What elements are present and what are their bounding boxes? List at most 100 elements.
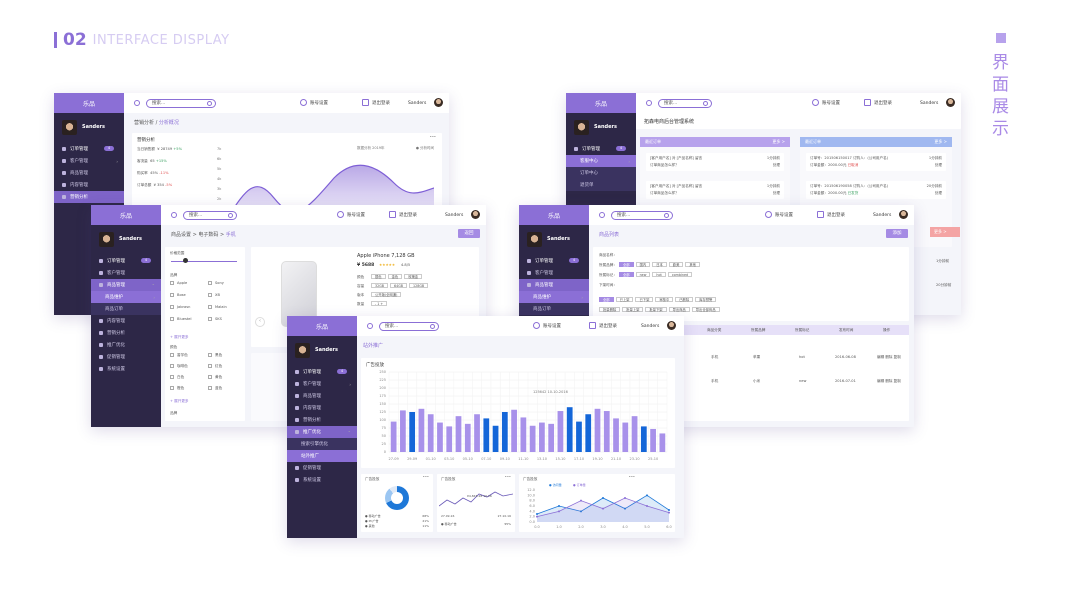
menu-icon[interactable] [171, 212, 177, 218]
sidebar-item-returns[interactable]: 退货单 [566, 179, 636, 191]
account-settings-button[interactable]: 账号设置 [812, 99, 840, 106]
account-settings-button[interactable]: 账号设置 [765, 211, 793, 218]
sidebar-item-maintenance[interactable]: 商品维护 › [91, 291, 161, 303]
sidebar-item-promotion[interactable]: 推广优化 ⌃ [287, 426, 357, 438]
sidebar-item-product-orders[interactable]: 商品订单 [519, 303, 589, 315]
filter-tag[interactable]: 国内 [635, 262, 651, 267]
sidebar-item-system[interactable]: 系统设置 [91, 363, 161, 375]
account-settings-button[interactable]: 账号设置 [300, 99, 328, 106]
search-input[interactable]: 搜索... [611, 211, 673, 220]
filter-tag[interactable]: new [635, 272, 651, 277]
sidebar-item-customers[interactable]: 客户管理 [519, 267, 589, 279]
filter-tag[interactable]: combined [667, 272, 693, 277]
sidebar-item-orders[interactable]: 订单管理 4 [566, 143, 636, 155]
logout-button[interactable]: 退出登录 [589, 322, 617, 329]
brand-checkbox[interactable]: Jabrasn [170, 305, 190, 309]
sidebar-item-orders[interactable]: 订单管理 4 [91, 255, 161, 267]
color-checkbox[interactable]: 橙色 [170, 386, 184, 391]
sidebar-item-orders[interactable]: 订单管理 4 [54, 143, 124, 155]
color-checkbox[interactable]: 黑色 [208, 353, 222, 358]
search-icon[interactable] [703, 101, 708, 106]
slider-handle[interactable] [183, 258, 188, 263]
export-all-button[interactable]: 导出全部商品 [691, 307, 720, 312]
avatar[interactable] [434, 98, 443, 107]
capacity-option[interactable]: 32GB [371, 283, 389, 288]
search-icon[interactable] [430, 324, 435, 329]
sidebar-item-orders[interactable]: 订单管理 4 [519, 255, 589, 267]
avatar[interactable] [667, 321, 676, 330]
sidebar-item-order-center[interactable]: 订单中心 [566, 167, 636, 179]
color-option[interactable]: 金色 [387, 274, 403, 279]
search-icon[interactable] [207, 101, 212, 106]
status-tab[interactable]: 已删除 [675, 297, 694, 302]
bulk-unshelf-button[interactable]: 批量下架 [645, 307, 667, 312]
status-tab[interactable]: 库存预警 [695, 297, 717, 302]
capacity-option[interactable]: 128GB [409, 283, 429, 288]
filter-tag[interactable]: 其他 [685, 262, 700, 267]
menu-icon[interactable] [367, 323, 373, 329]
search-input[interactable]: 搜索... [658, 99, 712, 108]
logout-button[interactable]: 退出登录 [817, 211, 845, 218]
search-icon[interactable] [664, 213, 669, 218]
color-checkbox[interactable]: 蓝色 [208, 386, 222, 391]
sidebar-item-marketing[interactable]: 营销分析 [54, 191, 124, 203]
sidebar-item-customers[interactable]: 客户管理 › [287, 378, 357, 390]
prev-arrow-icon[interactable]: ‹ [255, 317, 265, 327]
sidebar-item-promotion[interactable]: 推广优化 [91, 339, 161, 351]
sidebar-item-content[interactable]: 内容管理 [54, 179, 124, 191]
status-tab[interactable]: 全部 [599, 297, 614, 302]
more-icon[interactable]: ••• [422, 475, 429, 479]
sidebar-item-content[interactable]: 内容管理 [91, 315, 161, 327]
brand-checkbox[interactable]: Bluestel [170, 317, 191, 321]
back-button[interactable]: 返回 [458, 229, 480, 238]
account-settings-button[interactable]: 账号设置 [533, 322, 561, 329]
filter-tag[interactable]: 全部 [619, 262, 634, 267]
brand-checkbox[interactable]: Apple [170, 281, 187, 285]
sidebar-item-products[interactable]: 商品管理 ⌃ [91, 279, 161, 291]
sidebar-item-seo[interactable]: 搜索引擎优化 [287, 438, 357, 450]
search-input[interactable]: 搜索... [183, 211, 237, 220]
filter-tag[interactable]: 欧美 [668, 262, 684, 267]
more-icon[interactable]: ••• [504, 475, 511, 479]
account-settings-button[interactable]: 账号设置 [337, 211, 365, 218]
list-item[interactable]: 订单号：201506190058 订购人：(公司用户名) 订单金额：2000.0… [806, 181, 946, 199]
sidebar-item-maintenance[interactable]: 商品维护 › [519, 291, 589, 303]
capacity-option[interactable]: 64GB [390, 283, 408, 288]
list-item[interactable]: [客户用户名] 对 [产品名称] 留言 订单商品怎么样？ 1分钟前 处理 [646, 181, 784, 199]
version-option[interactable]: 公开版(全网通) [371, 292, 402, 297]
status-tab[interactable]: 已下架 [635, 297, 654, 302]
avatar[interactable] [471, 210, 480, 219]
search-icon[interactable] [228, 213, 233, 218]
menu-icon[interactable] [646, 100, 652, 106]
avatar[interactable] [946, 98, 955, 107]
sidebar-item-offsite[interactable]: 站外推广 [287, 450, 357, 462]
color-checkbox[interactable]: 咖啡色 [170, 364, 188, 369]
list-item[interactable]: [客户用户名] 对 [产品名称] 留言 订单商品怎么样？ 1分钟前 处理 [646, 153, 784, 171]
more-icon[interactable]: ••• [429, 135, 436, 139]
sidebar-item-products[interactable]: 商品管理 [519, 279, 589, 291]
logout-button[interactable]: 退出登录 [864, 99, 892, 106]
color-checkbox[interactable]: 黄色 [208, 375, 222, 380]
sidebar-item-customers[interactable]: 客户管理 › [54, 155, 124, 167]
color-checkbox[interactable]: 白色 [170, 375, 184, 380]
color-option[interactable]: 玫瑰金 [404, 274, 423, 279]
brand-checkbox[interactable]: Sony [208, 281, 224, 285]
logout-button[interactable]: 退出登录 [389, 211, 417, 218]
filter-tag[interactable]: 全部 [619, 272, 634, 277]
color-option[interactable]: 银色 [371, 274, 386, 279]
sidebar-item-products[interactable]: 商品管理 [287, 390, 357, 402]
expand-more[interactable]: + 展开更多 [170, 399, 189, 403]
sidebar-item-orders[interactable]: 订单管理 4 [287, 366, 357, 378]
sidebar-item-products[interactable]: 商品管理 [54, 167, 124, 179]
expand-more[interactable]: + 展开更多 [170, 335, 189, 339]
avatar[interactable] [899, 210, 908, 219]
more-link[interactable]: 更多 > [934, 139, 947, 144]
more-link[interactable]: 更多 > [930, 227, 960, 237]
sidebar-item-system[interactable]: 系统设置 [287, 474, 357, 486]
bulk-shelf-button[interactable]: 批量上架 [622, 307, 644, 312]
sidebar-item-product-orders[interactable]: 商品订单 [91, 303, 161, 315]
sidebar-item-service[interactable]: 客服中心 › [566, 155, 636, 167]
search-input[interactable]: 搜索... [379, 322, 439, 331]
status-tab[interactable]: 已上架 [615, 297, 634, 302]
list-item[interactable]: 订单号：201506150017 订购人：(公司用户名) 订单金额：2000.0… [806, 153, 946, 171]
